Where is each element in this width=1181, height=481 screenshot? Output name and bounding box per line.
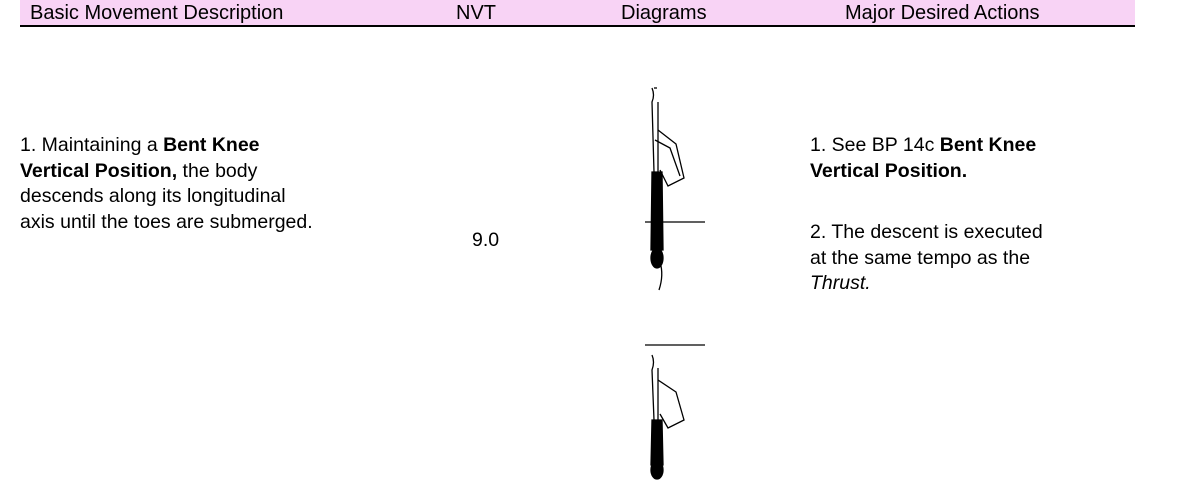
column-header: NVT [456, 2, 496, 24]
text-segment: Bent Knee [163, 134, 260, 156]
text-line: axis until the toes are submerged. [20, 210, 313, 234]
swimmer-figure [645, 344, 705, 480]
text-line: 1. Maintaining a Bent Knee [20, 133, 260, 157]
column-header: Diagrams [621, 2, 707, 24]
text-segment: Bent Knee [939, 134, 1037, 156]
text-line: at the same tempo as the [810, 246, 1030, 270]
text-segment: 1. See BP 14c [810, 134, 940, 156]
swimmer-figure [645, 87, 705, 291]
text-segment: 1. Maintaining a [20, 134, 164, 156]
text-line: Thrust. [810, 271, 871, 295]
text-segment: Vertical Position, [20, 159, 178, 182]
text-line: 1. See BP 14c Bent Knee [810, 133, 1036, 157]
table-header: Basic Movement Description NVT Diagrams Maj… [20, 0, 1135, 27]
nvt-value: 9.0 [472, 229, 500, 251]
text-segment: Thrust. [810, 272, 871, 294]
text-line: 2. The descent is executed [810, 220, 1043, 244]
text-segment: 2. The descent is executed [810, 221, 1043, 243]
text-segment: the body [177, 159, 258, 182]
text-line: Vertical Position, the body [20, 159, 257, 183]
text-line: Vertical Position. [810, 159, 967, 183]
text-segment: Vertical Position. [810, 159, 968, 182]
text-line: descends along its longitudinal [20, 184, 286, 208]
text-segment: descends along its longitudinal [20, 185, 286, 207]
text-segment: axis until the toes are submerged. [20, 210, 313, 233]
text-segment: at the same tempo as the [810, 246, 1031, 269]
column-header: Major Desired Actions [845, 2, 1040, 24]
column-header: Basic Movement Description [30, 2, 284, 24]
